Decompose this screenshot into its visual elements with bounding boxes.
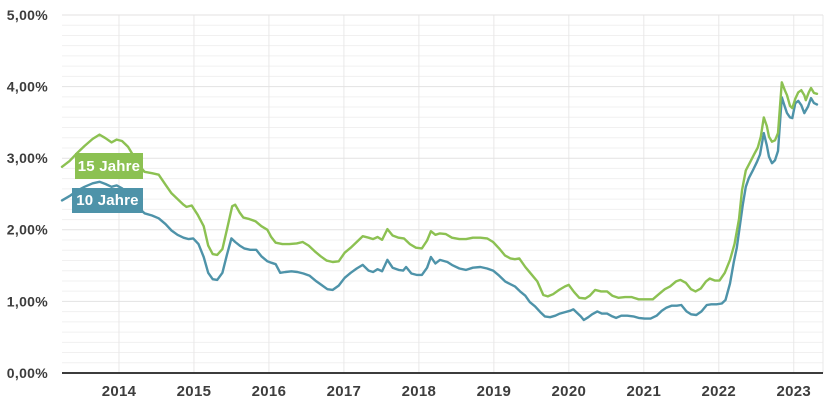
x-tick-label: 2021 xyxy=(627,383,662,400)
x-tick-label: 2016 xyxy=(252,383,287,400)
legend-badge-15-jahre: 15 Jahre xyxy=(75,153,143,179)
minor-gridlines xyxy=(62,24,823,364)
x-tick-label: 2019 xyxy=(477,383,512,400)
y-tick-label: 4,00% xyxy=(7,79,48,95)
legend-label-10-jahre: 10 Jahre xyxy=(76,192,139,209)
legend-badge-10-jahre: 10 Jahre xyxy=(72,188,143,213)
y-tick-label: 2,00% xyxy=(7,222,48,238)
x-tick-label: 2018 xyxy=(402,383,437,400)
x-tick-label: 2014 xyxy=(102,383,137,400)
series-line-10-jahre[interactable] xyxy=(60,96,819,322)
x-tick-label: 2020 xyxy=(552,383,587,400)
y-tick-label: 5,00% xyxy=(7,7,48,23)
legend-label-15-jahre: 15 Jahre xyxy=(77,157,141,175)
series-line-15-jahre[interactable] xyxy=(60,81,819,301)
x-tick-label: 2015 xyxy=(177,383,212,400)
year-gridlines xyxy=(118,15,824,373)
major-gridlines xyxy=(62,14,823,302)
series-lines xyxy=(60,81,819,322)
y-axis-tick-labels: 0,00% 1,00% 2,00% 3,00% 4,00% 5,00% xyxy=(7,7,48,381)
x-axis-tick-labels: 2014 2015 2016 2017 2018 2019 2020 2021 2022 2023 xyxy=(102,383,811,400)
y-tick-label: 3,00% xyxy=(7,150,48,166)
y-tick-label: 0,00% xyxy=(7,365,48,381)
x-tick-label: 2017 xyxy=(327,383,362,400)
y-tick-label: 1,00% xyxy=(7,293,48,309)
x-tick-label: 2023 xyxy=(776,383,811,400)
x-tick-label: 2022 xyxy=(701,383,736,400)
